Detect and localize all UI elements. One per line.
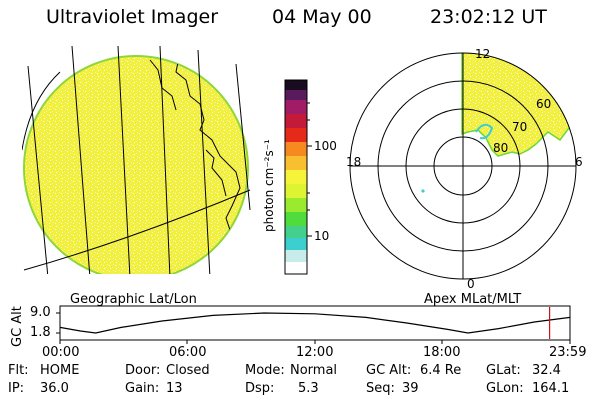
altitude-curve bbox=[59, 312, 571, 334]
flt-value: HOME bbox=[40, 363, 80, 378]
dsp-label: Dsp: bbox=[245, 381, 275, 396]
mlt-label-18: 18 bbox=[346, 155, 362, 169]
mlt-label-6: 6 bbox=[575, 155, 583, 169]
earth-disk bbox=[23, 55, 249, 274]
mlt-label-0: 0 bbox=[467, 277, 475, 291]
alt-tick-1-8: 1.8 bbox=[30, 325, 51, 340]
time-tick-1800: 18:00 bbox=[423, 345, 461, 360]
mlat-label-60: 60 bbox=[536, 97, 552, 111]
gain-value: 13 bbox=[166, 381, 183, 396]
time-tick-0000: 00:00 bbox=[42, 345, 80, 360]
colorbar-tick-10: 10 bbox=[314, 229, 330, 243]
mlat-label-80: 80 bbox=[493, 141, 509, 155]
altitude-strip bbox=[56, 305, 571, 344]
dsp-value: 5.3 bbox=[298, 381, 319, 396]
mode-label: Mode: bbox=[245, 363, 285, 378]
gain-label: Gain: bbox=[125, 381, 160, 396]
instrument-title: Ultraviolet Imager bbox=[46, 6, 219, 28]
glat-value: 32.4 bbox=[532, 363, 561, 378]
door-label: Door: bbox=[125, 363, 161, 378]
ip-label: IP: bbox=[8, 381, 25, 396]
polar-plot bbox=[349, 52, 577, 280]
apex-caption: Apex MLat/MLT bbox=[424, 292, 522, 307]
time-tick-0600: 06:00 bbox=[169, 345, 207, 360]
ip-value: 36.0 bbox=[40, 381, 69, 396]
door-value: Closed bbox=[166, 363, 210, 378]
gc-alt-label: GC Alt: bbox=[366, 363, 412, 378]
glon-value: 164.1 bbox=[532, 381, 570, 396]
aurora-point bbox=[421, 189, 425, 193]
image-time: 23:02:12 UT bbox=[430, 6, 547, 28]
colorbar-unit-label: photon cm⁻²s⁻¹ bbox=[262, 139, 276, 232]
time-tick-1200: 12:00 bbox=[296, 345, 334, 360]
gc-alt-axis-title: GC Alt bbox=[10, 306, 25, 347]
flt-label: Flt: bbox=[8, 363, 29, 378]
mode-value: Normal bbox=[290, 363, 338, 378]
alt-tick-9: 9.0 bbox=[30, 305, 51, 320]
mlat-label-70: 70 bbox=[512, 120, 528, 134]
lat-lon-grid bbox=[22, 45, 251, 274]
glon-label: GLon: bbox=[486, 381, 524, 396]
image-date: 04 May 00 bbox=[272, 6, 372, 28]
colorbar-tick-100: 100 bbox=[314, 139, 337, 153]
seq-value: 39 bbox=[402, 381, 419, 396]
glat-label: GLat: bbox=[486, 363, 521, 378]
gc-alt-value: 6.4 Re bbox=[420, 363, 462, 378]
colorbar bbox=[284, 79, 312, 275]
time-tick-2359: 23:59 bbox=[549, 345, 587, 360]
geographic-caption: Geographic Lat/Lon bbox=[70, 292, 197, 307]
seq-label: Seq: bbox=[366, 381, 395, 396]
earth-image bbox=[22, 45, 251, 274]
mlt-label-12: 12 bbox=[475, 47, 491, 61]
